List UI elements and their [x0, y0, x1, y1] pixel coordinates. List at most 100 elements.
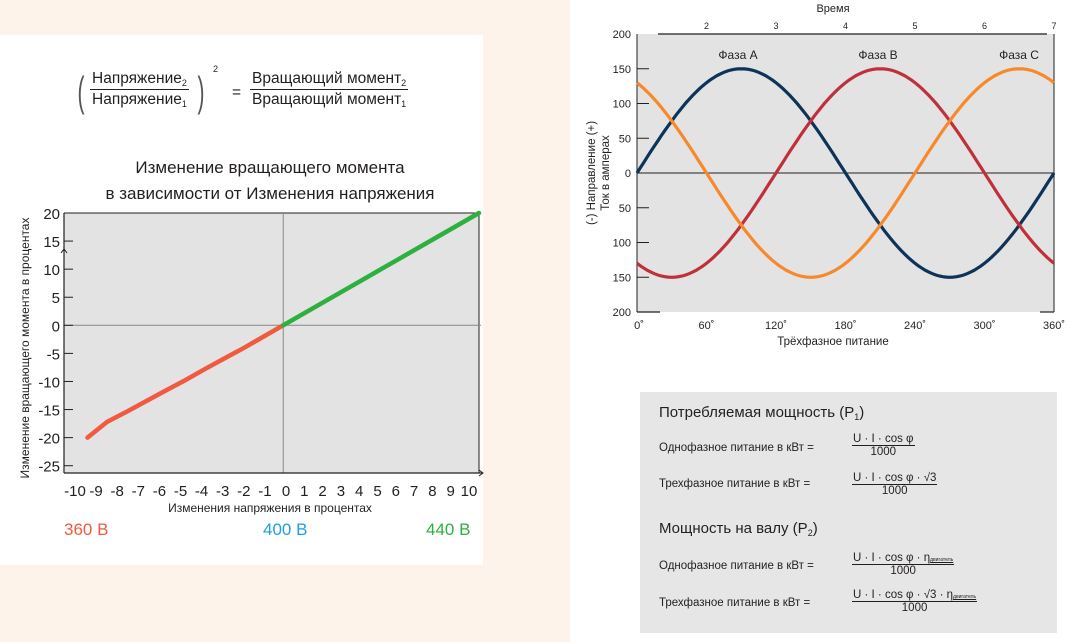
numerator: Напряжение	[92, 70, 182, 87]
x-tick-label: -7	[132, 483, 145, 500]
equals: =	[232, 84, 242, 101]
torque-chart-title: Изменение вращающего момента в зависимос…	[60, 155, 480, 207]
sub: 1	[181, 99, 187, 109]
sub: 2	[401, 78, 407, 88]
phase-curve	[635, 67, 1055, 279]
p1-three-formula: U · I · cos φ · √3 1000	[852, 472, 938, 497]
x-tick-label: 300˚	[973, 320, 995, 332]
y-tick-label: 15	[43, 234, 60, 251]
x-tick-label: -8	[111, 483, 124, 500]
time-tick-label: 5	[912, 21, 917, 31]
title-line-1: Изменение вращающего момента	[135, 158, 405, 177]
x-axis-label: Изменения напряжения в процентах	[168, 501, 372, 515]
y-tick-label: 50	[619, 203, 631, 215]
y-tick-label: -15	[38, 403, 60, 420]
plot-area	[64, 213, 479, 473]
y-tick-label: 20	[43, 206, 60, 223]
x-tick-label: 3	[337, 483, 345, 500]
y-axis-arrow-icon	[60, 248, 68, 254]
left-paren: (	[77, 68, 85, 115]
torque-formula: ( Напряжение2 Напряжение1 ) 2 = Вращающи…	[78, 64, 462, 126]
x-tick-label: 9	[447, 483, 455, 500]
voltage-label-360: 360 В	[64, 520, 109, 539]
y-axis-label-2: Ток в амперах	[600, 135, 612, 211]
exponent: 2	[213, 64, 219, 74]
y-axis-label-1: (-) Направление (+)	[586, 121, 598, 225]
y-tick-label: 100	[613, 99, 631, 111]
y-tick-label: 200	[613, 307, 631, 319]
y-tick-label: 0	[625, 168, 631, 180]
x-tick-label: 8	[428, 483, 436, 500]
y-tick-label: -10	[38, 374, 60, 391]
numerator: Вращающий момент	[252, 70, 402, 87]
x-tick-label: -6	[153, 483, 166, 500]
series-line	[85, 323, 286, 440]
series-line	[280, 210, 482, 328]
y-axis-label: Изменение вращающего момента в процентах	[18, 218, 32, 479]
p1-three-label: Трехфазное питание в кВт =	[659, 478, 811, 490]
y-tick-label: -5	[47, 346, 60, 363]
x-tick-label: -4	[195, 483, 208, 500]
x-tick-label: 7	[410, 483, 418, 500]
y-tick-label: 200	[613, 29, 631, 41]
phase-label: Фаза C	[999, 48, 1039, 62]
voltage-label-440: 440 В	[426, 520, 471, 539]
phase-label: Фаза A	[718, 48, 757, 62]
time-tick-label: 6	[982, 21, 987, 31]
x-tick-label: -9	[89, 483, 102, 500]
x-tick-label: 2	[318, 483, 326, 500]
y-tick-label: -20	[38, 431, 60, 448]
x-tick-label: -2	[237, 483, 250, 500]
voltage-ratio: Напряжение2 Напряжение1	[90, 70, 189, 109]
x-tick-label: 60˚	[699, 320, 715, 332]
x-tick-label: 240˚	[904, 320, 926, 332]
p2-heading: Мощность на валу (P2)	[659, 520, 818, 538]
x-tick-label: 1	[300, 483, 308, 500]
y-tick-label: 50	[619, 133, 631, 145]
p1-single-formula: U · I · cos φ 1000	[852, 433, 915, 458]
sub: 1	[401, 99, 407, 109]
x-tick-label: 4	[355, 483, 363, 500]
time-tick-label: 7	[1051, 21, 1056, 31]
x-axis-label: Трёхфазное питание	[777, 336, 889, 348]
x-tick-label: -10	[64, 483, 86, 500]
p2-single-formula: U · I · cos φ · ηдвигатель 1000	[852, 552, 955, 577]
p2-three-formula: U · I · cos φ · √3 · ηдвигатель 1000	[852, 589, 978, 614]
x-tick-label: 6	[392, 483, 400, 500]
x-tick-label: 10	[461, 483, 478, 500]
x-tick-label: 180˚	[834, 320, 856, 332]
p1-heading: Потребляемая мощность (P1)	[659, 404, 865, 422]
sub: 2	[181, 78, 187, 88]
phase-label: Фаза B	[858, 48, 897, 62]
x-tick-label: -1	[258, 483, 271, 500]
time-tick-label: 2	[704, 21, 709, 31]
x-tick-label: 5	[373, 483, 381, 500]
p2-three-label: Трехфазное питание в кВт =	[659, 597, 811, 609]
denominator: Вращающий момент	[252, 91, 402, 108]
x-tick-label: -3	[216, 483, 229, 500]
x-axis-arrow-icon	[478, 469, 484, 477]
title-line-2: в зависимости от Изменения напряжения	[105, 184, 435, 203]
power-formulas-box: Потребляемая мощность (P1) Однофазное пи…	[640, 392, 1057, 633]
x-tick-label: 0	[282, 483, 290, 500]
right-paren: )	[197, 68, 205, 115]
y-tick-label: 5	[52, 290, 60, 307]
torque-ratio: Вращающий момент2 Вращающий момент1	[250, 70, 409, 109]
y-tick-label: -25	[38, 459, 60, 476]
x-tick-label: 0˚	[634, 320, 644, 332]
denominator: Напряжение	[92, 91, 182, 108]
y-tick-label: 100	[613, 238, 631, 250]
phase-curve	[635, 67, 1056, 279]
y-tick-label: 150	[613, 272, 631, 284]
time-axis-label: Время	[816, 3, 849, 15]
time-tick-label: 3	[773, 21, 778, 31]
x-tick-label: -5	[174, 483, 187, 500]
y-tick-label: 10	[43, 262, 60, 279]
voltage-label-400: 400 В	[263, 520, 308, 539]
x-tick-label: 120˚	[765, 320, 787, 332]
phase-curve	[636, 67, 1056, 279]
time-tick-label: 4	[843, 21, 848, 31]
x-tick-label: 360˚	[1043, 320, 1065, 332]
p2-single-label: Однофазное питание в кВт =	[659, 560, 814, 572]
